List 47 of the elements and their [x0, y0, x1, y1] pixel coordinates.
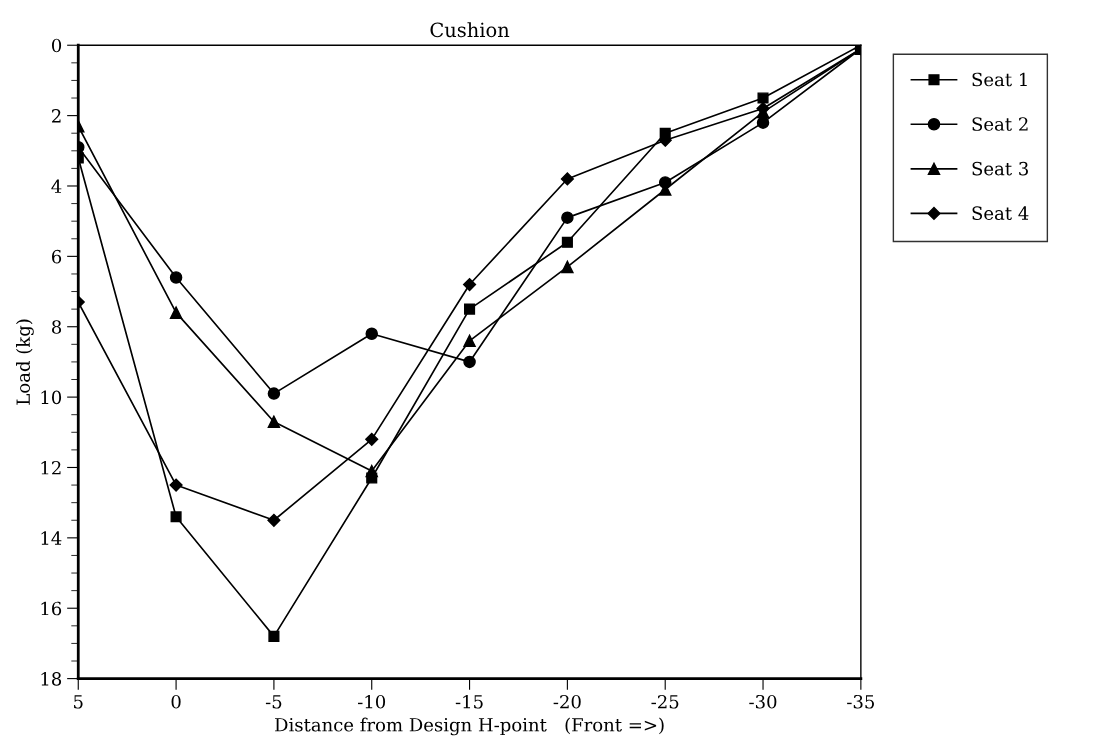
point	[169, 271, 183, 284]
x-tick-label: -15	[455, 694, 483, 709]
x-tick-label: 5	[74, 695, 83, 709]
point	[169, 306, 183, 319]
point	[561, 260, 574, 274]
legend-label: Seat 4	[972, 206, 1029, 220]
x-tick-label: -30	[749, 694, 777, 709]
x-tick-label: -25	[651, 694, 679, 709]
x-tick-label: 0	[171, 694, 181, 709]
y-tick-label: 4	[51, 179, 62, 193]
x-tick-label: -35	[847, 694, 874, 709]
point	[365, 464, 378, 478]
point	[365, 327, 378, 341]
point	[757, 92, 769, 104]
point	[462, 277, 477, 292]
y-axis-title: Load (kg)	[16, 319, 34, 405]
x-axis-title: Distance from Design H-point (Front =>)	[275, 717, 664, 736]
point	[169, 478, 183, 492]
y-tick-label: 10	[41, 390, 62, 405]
point	[756, 116, 770, 129]
y-tick-label: 18	[41, 672, 62, 686]
legend-label: Seat 1	[972, 72, 1027, 87]
y-tick-label: 6	[52, 249, 62, 264]
point	[561, 236, 573, 248]
point	[464, 303, 476, 315]
x-tick-label: -10	[357, 694, 386, 709]
y-tick-label: 14	[41, 531, 62, 545]
x-tick-label: -20	[553, 694, 581, 709]
chart-title: Cushion	[430, 22, 510, 38]
point	[560, 172, 574, 186]
legend-label: Seat 2	[972, 117, 1028, 131]
point	[267, 387, 281, 400]
point	[463, 334, 476, 348]
point	[365, 432, 379, 446]
point	[463, 355, 476, 369]
x-tick-label: -5	[265, 695, 282, 709]
point	[268, 630, 280, 642]
y-tick-label: 12	[41, 460, 61, 475]
point	[267, 415, 281, 428]
point	[267, 513, 281, 527]
y-tick-label: 8	[52, 320, 62, 334]
point	[170, 511, 182, 523]
y-tick-label: 2	[52, 109, 61, 123]
point	[561, 211, 574, 224]
legend-label: Seat 3	[972, 161, 1028, 176]
y-tick-label: 0	[51, 38, 62, 53]
y-tick-label: 16	[41, 601, 62, 616]
